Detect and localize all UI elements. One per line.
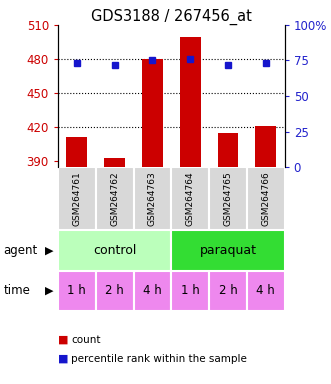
Bar (217, 133, 238, 167)
Bar (209, 271, 247, 311)
Text: count: count (71, 335, 101, 345)
Bar (104, 158, 125, 167)
Bar (67, 137, 87, 167)
Text: GSM264764: GSM264764 (186, 171, 195, 226)
Text: time: time (3, 285, 30, 297)
Text: 1 h: 1 h (68, 285, 86, 297)
Bar (96, 167, 133, 230)
Text: GSM264761: GSM264761 (72, 171, 81, 226)
Title: GDS3188 / 267456_at: GDS3188 / 267456_at (91, 9, 252, 25)
Text: 2 h: 2 h (218, 285, 237, 297)
Bar (96, 271, 133, 311)
Text: GSM264765: GSM264765 (223, 171, 232, 226)
Bar (58, 230, 171, 271)
Bar (58, 271, 96, 311)
Bar (133, 167, 171, 230)
Bar (142, 59, 163, 167)
Bar (133, 271, 171, 311)
Text: percentile rank within the sample: percentile rank within the sample (71, 354, 247, 364)
Bar (171, 230, 285, 271)
Text: GSM264763: GSM264763 (148, 171, 157, 226)
Text: ▶: ▶ (45, 286, 53, 296)
Bar (171, 167, 209, 230)
Text: ■: ■ (58, 335, 69, 345)
Text: control: control (93, 244, 136, 257)
Text: 2 h: 2 h (105, 285, 124, 297)
Text: ▶: ▶ (45, 245, 53, 256)
Bar (247, 271, 285, 311)
Text: 4 h: 4 h (143, 285, 162, 297)
Bar (256, 126, 276, 167)
Text: 4 h: 4 h (257, 285, 275, 297)
Text: GSM264766: GSM264766 (261, 171, 270, 226)
Text: agent: agent (3, 244, 37, 257)
Bar (247, 167, 285, 230)
Bar (180, 38, 201, 167)
Text: 1 h: 1 h (181, 285, 200, 297)
Bar (58, 167, 96, 230)
Text: paraquat: paraquat (200, 244, 257, 257)
Text: GSM264762: GSM264762 (110, 171, 119, 226)
Bar (171, 271, 209, 311)
Text: ■: ■ (58, 354, 69, 364)
Bar (209, 167, 247, 230)
